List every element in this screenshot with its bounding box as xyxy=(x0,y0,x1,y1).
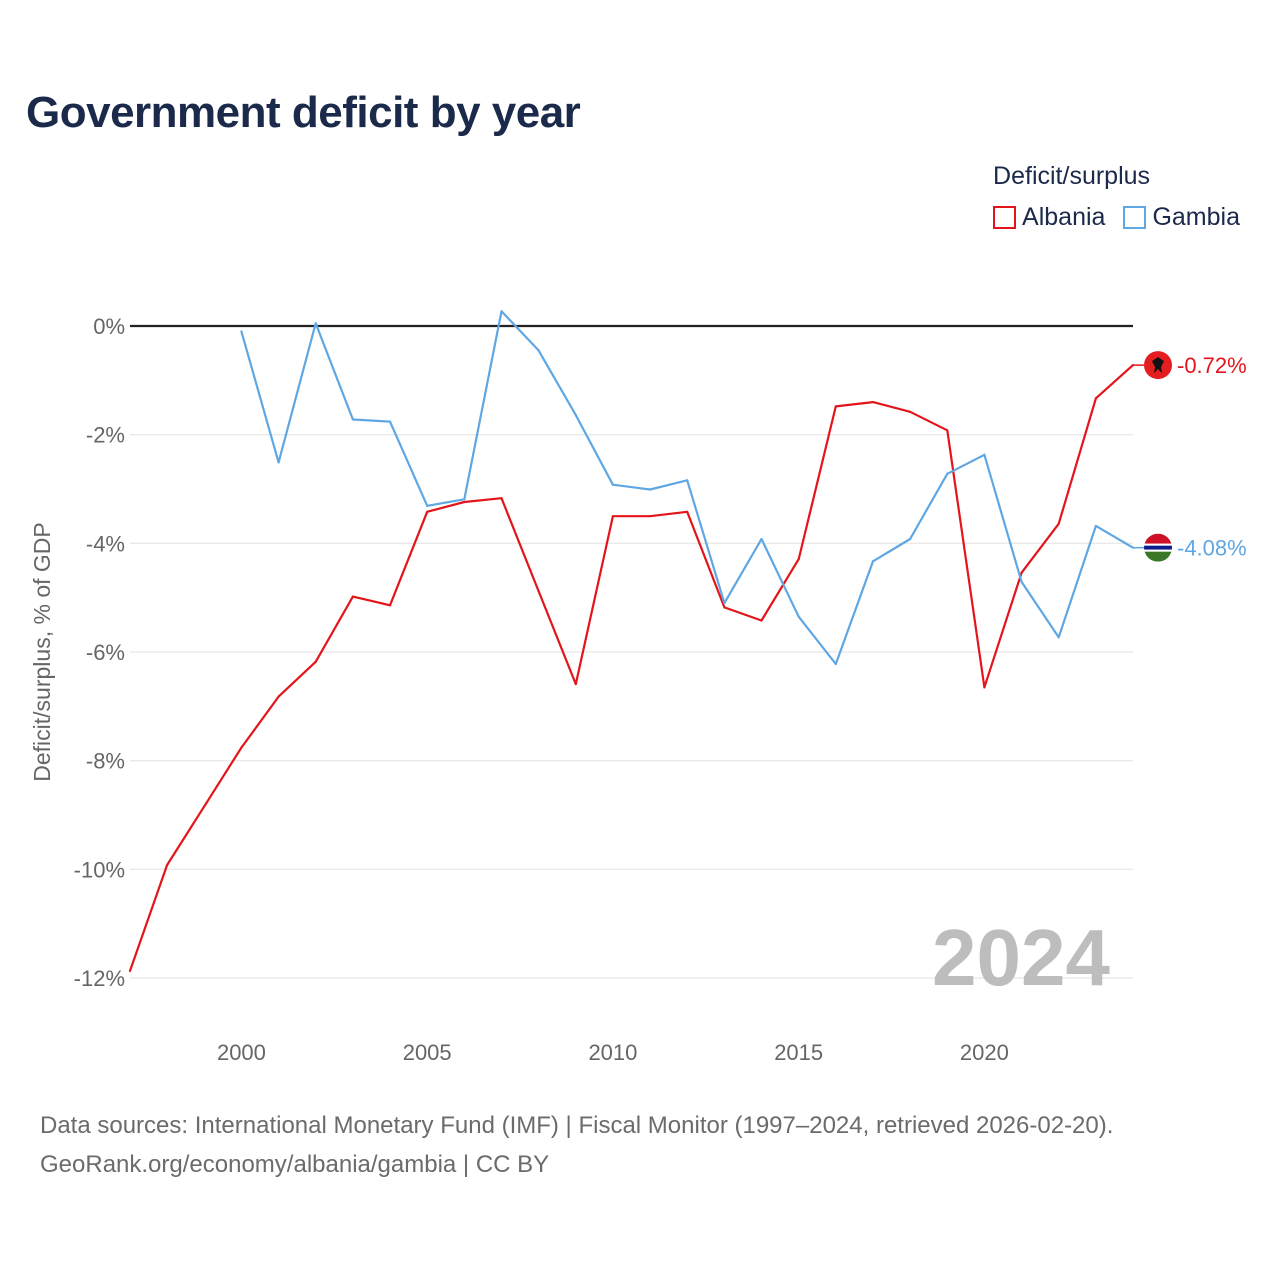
y-tick-label: -6% xyxy=(86,640,125,665)
albania-eagle-icon xyxy=(1152,357,1164,374)
y-tick-label: -10% xyxy=(74,857,125,882)
data-point-gambia xyxy=(834,662,837,666)
gambia-flag-band xyxy=(1144,533,1172,544)
data-point-gambia xyxy=(946,472,949,475)
data-point-albania xyxy=(983,686,986,689)
data-point-albania xyxy=(1094,397,1097,400)
year-watermark: 2024 xyxy=(932,913,1110,1002)
data-point-gambia xyxy=(426,504,429,507)
gambia-flag-band xyxy=(1144,545,1172,550)
data-point-gambia xyxy=(277,461,280,464)
gambia-flag-band xyxy=(1144,549,1172,552)
gambia-flag-band xyxy=(1144,551,1172,562)
chart-title: Government deficit by year xyxy=(26,88,581,137)
data-point-gambia xyxy=(611,483,615,486)
data-point-gambia xyxy=(240,330,243,333)
data-point-gambia xyxy=(500,310,503,313)
data-point-albania xyxy=(574,682,577,686)
legend: Deficit/surplus Albania Gambia xyxy=(993,162,1240,232)
data-point-albania xyxy=(463,500,466,504)
data-point-gambia xyxy=(686,479,689,482)
data-point-albania xyxy=(426,510,429,513)
legend-label-gambia: Gambia xyxy=(1152,203,1240,231)
y-tick-label: -8% xyxy=(86,749,125,774)
data-point-albania xyxy=(686,510,689,513)
gambia-flag-band xyxy=(1144,543,1172,546)
data-point-albania xyxy=(500,497,503,500)
legend-swatch-albania xyxy=(993,206,1017,229)
legend-swatch-gambia xyxy=(1123,206,1147,229)
data-point-albania xyxy=(834,405,837,408)
legend-item-albania[interactable]: Albania xyxy=(993,203,1105,232)
data-point-gambia xyxy=(723,602,726,605)
data-point-albania xyxy=(277,695,280,698)
data-point-gambia xyxy=(1057,636,1060,639)
source-note: Data sources: International Monetary Fun… xyxy=(40,1106,1113,1184)
x-tick-label: 2005 xyxy=(403,1040,452,1065)
data-point-gambia xyxy=(1020,580,1023,584)
data-point-albania xyxy=(909,410,912,413)
data-point-gambia xyxy=(1094,524,1097,528)
data-point-gambia xyxy=(463,498,466,501)
end-value-label-gambia: -4.08% xyxy=(1177,536,1247,561)
data-point-albania xyxy=(240,746,243,749)
data-point-gambia xyxy=(983,453,986,456)
x-tick-label: 2010 xyxy=(588,1040,637,1065)
end-value-label-albania: -0.72% xyxy=(1177,353,1247,378)
data-point-gambia xyxy=(909,537,912,541)
data-point-albania xyxy=(611,515,615,518)
data-point-albania xyxy=(797,557,800,561)
data-point-albania xyxy=(1057,522,1060,525)
data-point-albania xyxy=(537,590,540,593)
data-point-gambia xyxy=(797,615,800,618)
legend-label-albania: Albania xyxy=(1022,203,1106,231)
data-point-albania xyxy=(760,619,763,622)
data-point-gambia xyxy=(351,418,354,421)
data-point-gambia xyxy=(871,560,875,563)
data-point-albania xyxy=(128,969,132,973)
data-point-gambia xyxy=(314,322,317,325)
data-point-albania xyxy=(314,660,317,663)
data-point-gambia xyxy=(760,537,763,541)
gambia-flag-icon xyxy=(1144,533,1172,562)
data-point-albania xyxy=(946,429,949,432)
data-point-albania xyxy=(203,805,206,808)
x-tick-label: 2015 xyxy=(774,1040,823,1065)
data-point-albania xyxy=(166,863,169,867)
legend-item-gambia[interactable]: Gambia xyxy=(1123,203,1240,232)
data-point-albania xyxy=(871,400,875,404)
data-point-gambia xyxy=(574,414,577,417)
x-tick-label: 2000 xyxy=(217,1040,266,1065)
source-line-2[interactable]: GeoRank.org/economy/albania/gambia | CC … xyxy=(40,1151,550,1178)
data-point-gambia xyxy=(648,488,652,491)
y-axis-label: Deficit/surplus, % of GDP xyxy=(29,522,55,781)
y-tick-label: -12% xyxy=(74,966,125,991)
data-point-albania xyxy=(1020,571,1023,574)
series-line-albania xyxy=(128,364,1134,972)
data-point-albania xyxy=(351,595,354,598)
legend-title: Deficit/surplus xyxy=(993,162,1151,190)
data-point-albania xyxy=(723,606,726,609)
data-point-gambia xyxy=(537,349,540,352)
data-point-albania xyxy=(388,604,392,607)
y-tick-label: 0% xyxy=(93,314,125,339)
x-tick-label: 2020 xyxy=(960,1040,1009,1065)
data-point-albania xyxy=(648,515,652,518)
line-chart: 0% -2% -4% -6% -8% -10% -12% 2000 2005 2010 2015 20… xyxy=(29,310,1247,1065)
series-line-gambia xyxy=(240,310,1134,666)
source-line-1: Data sources: International Monetary Fun… xyxy=(40,1112,1114,1139)
data-point-gambia xyxy=(388,420,392,423)
y-tick-label: -2% xyxy=(86,423,125,448)
y-tick-label: -4% xyxy=(86,531,125,556)
